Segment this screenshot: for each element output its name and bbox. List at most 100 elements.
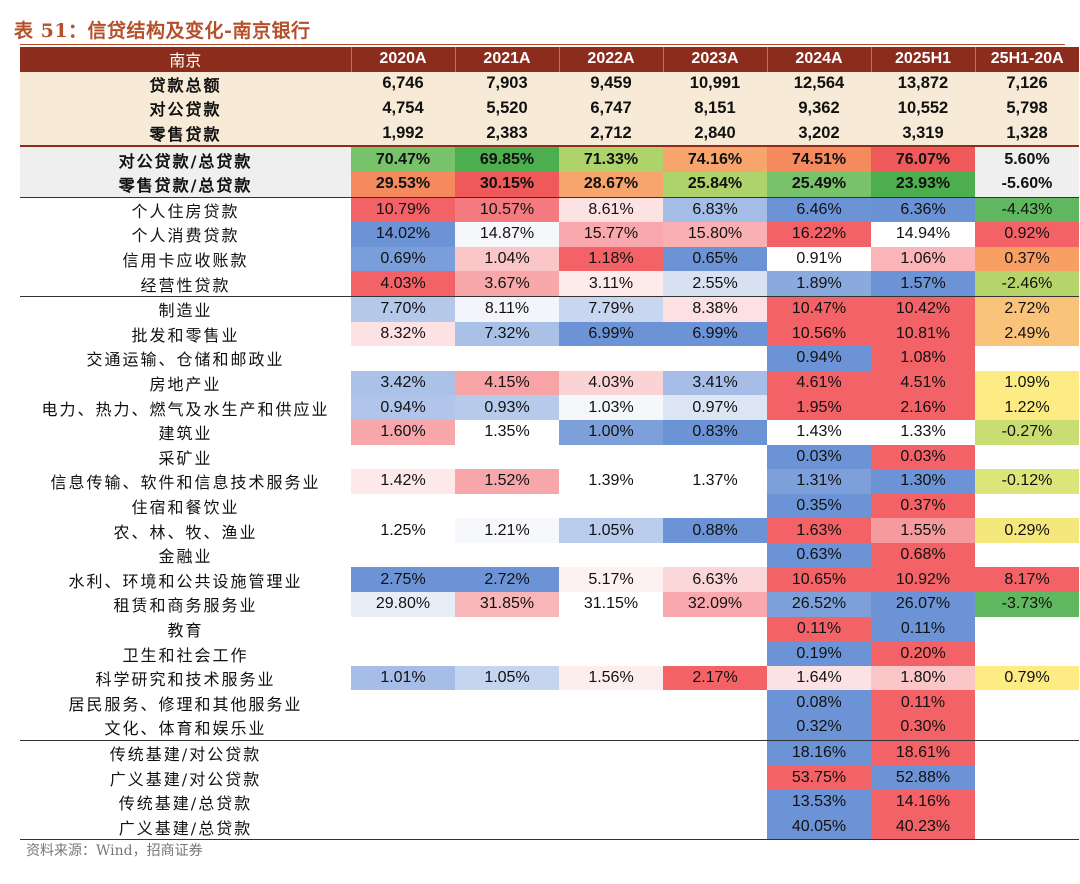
table-cell: 0.88% (663, 518, 767, 543)
table-cell (975, 494, 1079, 519)
table-cell: 0.19% (767, 641, 871, 666)
table-cell: 1.01% (351, 665, 455, 691)
table-cell: 2.49% (975, 321, 1079, 347)
table-row: 零售贷款/总贷款 29.53% 30.15% 28.67% 25.84% 25.49% 23… (20, 171, 1079, 198)
table-cell (455, 494, 559, 519)
table-cell: 1.42% (351, 469, 455, 494)
table-cell: 0.11% (871, 616, 975, 642)
table-cell: 13,872 (871, 71, 975, 97)
table-cell: 0.92% (975, 222, 1079, 247)
table-cell: 1.30% (871, 469, 975, 494)
table-cell: 30.15% (455, 171, 559, 198)
table-cell: 40.05% (767, 814, 871, 841)
header-row: 南京 2020A 2021A 2022A 2023A 2024A 2025H1 … (20, 47, 1079, 72)
table-cell: 69.85% (455, 145, 559, 172)
table-cell: 1.64% (767, 665, 871, 691)
table-cell: 32.09% (663, 592, 767, 617)
row-label: 建筑业 (158, 424, 213, 444)
table-row: 水利、环境和公共设施管理业 2.75% 2.72% 5.17% 6.63% 10.65% 1… (20, 567, 1079, 593)
table-cell (351, 445, 455, 470)
header-2024a: 2024A (766, 47, 871, 72)
table-cell: 0.03% (767, 444, 871, 470)
table-body: 贷款总额 6,746 7,903 9,459 10,991 12,564 13,872 7,1… (20, 71, 1079, 841)
table-cell (975, 543, 1079, 568)
table-cell: 0.20% (871, 641, 975, 666)
row-label: 交通运输、仓储和邮政业 (86, 350, 285, 370)
table-cell: 1.55% (871, 518, 975, 543)
table-cell (351, 494, 455, 519)
table-cell (351, 641, 455, 666)
table-cell: 1.63% (767, 518, 871, 543)
header-2020a: 2020A (350, 47, 455, 72)
table-cell: 2.72% (455, 567, 559, 593)
table-cell (663, 543, 767, 568)
table-cell: 0.37% (975, 246, 1079, 272)
table-cell (455, 445, 559, 470)
table-row: 电力、热力、燃气及水生产和供应业 0.94% 0.93% 1.03% 0.97% 1.95… (20, 395, 1079, 420)
table-cell: 2.72% (975, 295, 1079, 322)
table-cell (351, 715, 455, 740)
table-cell (663, 690, 767, 715)
table-cell: 5.17% (559, 567, 663, 593)
table-cell: 8.11% (455, 295, 559, 322)
table-cell (663, 765, 767, 790)
row-label: 批发和零售业 (131, 325, 240, 345)
table-cell: 0.94% (351, 395, 455, 420)
table-cell (559, 346, 663, 371)
table-cell: 23.93% (871, 171, 975, 198)
table-cell: 16.22% (767, 222, 871, 247)
table-cell: 1.08% (871, 346, 975, 371)
row-label: 租赁和商务服务业 (113, 596, 258, 616)
table-cell: 0.97% (663, 395, 767, 420)
table-cell (455, 346, 559, 371)
table-cell (559, 715, 663, 740)
table-cell (559, 739, 663, 766)
table-cell (663, 494, 767, 519)
table-cell: 4.03% (351, 271, 455, 297)
table-cell: -0.12% (975, 469, 1079, 494)
table-cell: 12,564 (767, 71, 871, 97)
table-cell: 4.03% (559, 370, 663, 396)
table-cell: 0.11% (767, 616, 871, 642)
table-cell: 0.83% (663, 419, 767, 445)
table-cell: 0.37% (871, 493, 975, 519)
table-cell: 6.83% (663, 196, 767, 223)
row-label: 住宿和餐饮业 (131, 497, 240, 517)
table-cell: 1.22% (975, 395, 1079, 420)
table-cell: 8.61% (559, 196, 663, 223)
table-cell (975, 445, 1079, 470)
table-cell: 0.30% (871, 715, 975, 741)
table-cell: 0.79% (975, 665, 1079, 691)
table-cell: 2.16% (871, 395, 975, 420)
table-cell: 8.38% (663, 295, 767, 322)
title-rule (20, 44, 1065, 45)
table-cell: 74.51% (767, 145, 871, 172)
row-label: 个人住房贷款 (20, 196, 351, 223)
table-cell: 31.15% (559, 592, 663, 617)
table-cell (975, 715, 1079, 740)
table-cell: 1.05% (455, 665, 559, 691)
table-row: 制造业 7.70% 8.11% 7.79% 8.38% 10.47% 10.42% 2.72% (20, 295, 1079, 322)
table-cell: -2.46% (975, 271, 1079, 297)
table-cell: 0.35% (767, 493, 871, 519)
table-cell: 9,362 (767, 96, 871, 121)
table-cell: 10.79% (351, 196, 455, 223)
table-cell: 2.55% (663, 271, 767, 297)
table-cell (975, 765, 1079, 790)
table-cell (351, 814, 455, 841)
table-row: 房地产业 3.42% 4.15% 4.03% 3.41% 4.61% 4.51% 1.09% (20, 370, 1079, 396)
table-cell: 3.42% (351, 370, 455, 396)
table-cell (559, 445, 663, 470)
row-label: 制造业 (20, 295, 351, 322)
table-cell: 2,840 (663, 120, 767, 147)
table-row: 对公贷款/总贷款 70.47% 69.85% 71.33% 74.16% 74.51% 76… (20, 145, 1079, 172)
table-row: 个人住房贷款 10.79% 10.57% 8.61% 6.83% 6.46% 6.36% -4… (20, 196, 1079, 223)
table-cell: 0.69% (351, 246, 455, 272)
table-cell: 7.32% (455, 321, 559, 347)
table-cell (455, 690, 559, 715)
table-cell (663, 739, 767, 766)
table-cell: 6.36% (871, 196, 975, 223)
table-cell: 7.79% (559, 295, 663, 322)
table-cell: 26.52% (767, 592, 871, 617)
table-cell: 25.84% (663, 171, 767, 198)
